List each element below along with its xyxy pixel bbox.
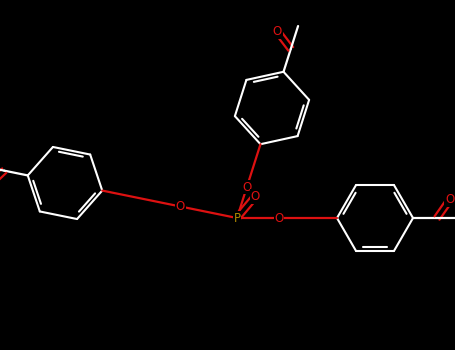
Text: O: O bbox=[274, 211, 283, 224]
Text: O: O bbox=[176, 200, 185, 213]
Text: O: O bbox=[273, 25, 282, 38]
Text: O: O bbox=[250, 190, 260, 203]
Text: P: P bbox=[233, 211, 241, 224]
Text: O: O bbox=[445, 194, 454, 206]
Text: O: O bbox=[242, 181, 252, 194]
